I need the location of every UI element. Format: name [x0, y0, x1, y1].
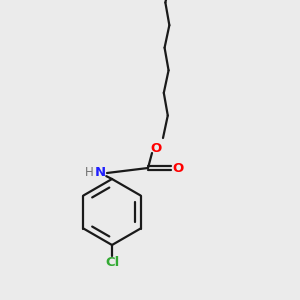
Text: O: O	[150, 142, 162, 154]
Text: N: N	[94, 167, 106, 179]
Text: O: O	[172, 161, 184, 175]
Text: Cl: Cl	[105, 256, 119, 269]
Text: H: H	[85, 166, 93, 178]
